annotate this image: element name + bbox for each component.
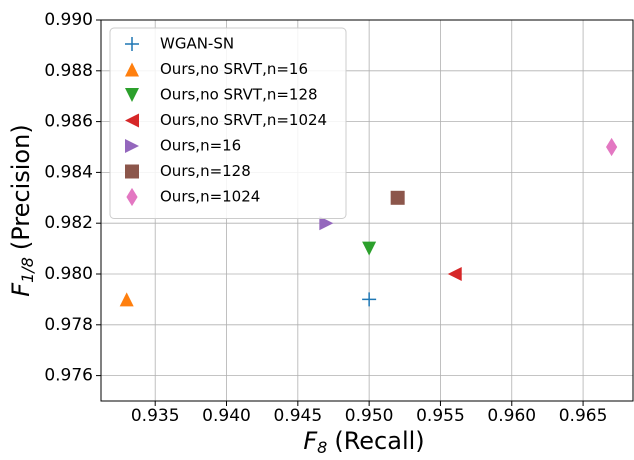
x-axis-label-symbol: F <box>303 427 318 455</box>
x-axis-label-text: (Recall) <box>334 427 424 455</box>
y-axis-label-subscript: 1/8 <box>18 257 37 283</box>
y-tick-label: 0.986 <box>44 112 93 132</box>
point <box>362 241 377 256</box>
x-tick-label: 0.940 <box>202 406 251 426</box>
legend-marker <box>125 37 139 51</box>
y-tick-label: 0.990 <box>44 10 93 30</box>
legend-label: Ours,no SRVT,n=1024 <box>160 111 327 129</box>
legend-label: Ours,n=1024 <box>160 188 260 206</box>
point <box>606 137 618 157</box>
point <box>447 267 462 281</box>
legend-marker <box>126 187 138 207</box>
legend-label: Ours,no SRVT,n=128 <box>160 86 318 104</box>
plot-frame <box>100 19 634 402</box>
y-axis-label: F1/8 (Precision) <box>7 124 37 296</box>
x-tick-label: 0.955 <box>416 406 465 426</box>
point <box>319 216 334 231</box>
x-tick-label: 0.965 <box>559 406 608 426</box>
x-tick-label: 0.960 <box>487 406 536 426</box>
legend-marker <box>125 62 139 77</box>
y-tick-label: 0.980 <box>44 264 93 284</box>
y-tick-label: 0.988 <box>44 61 93 81</box>
legend-marker <box>125 88 139 102</box>
legend-item: WGAN-SN <box>125 35 234 53</box>
legend-item: Ours,n=1024 <box>126 188 260 207</box>
x-axis-label-subscript: 8 <box>317 438 327 457</box>
point <box>390 190 405 205</box>
y-axis-label-text: (Precision) <box>7 124 35 250</box>
y-tick-label: 0.978 <box>44 315 93 335</box>
legend-marker <box>125 113 139 128</box>
x-axis-label: F8 (Recall) <box>303 427 424 456</box>
point <box>119 292 134 307</box>
legend-box <box>109 27 347 219</box>
legend-label: Ours,no SRVT,n=16 <box>160 60 308 78</box>
legend-item: Ours,no SRVT,n=1024 <box>125 111 327 129</box>
legend-item: Ours,n=16 <box>125 137 241 155</box>
y-axis-label-symbol: F <box>7 282 35 297</box>
x-tick-label: 0.945 <box>273 406 322 426</box>
legend-item: Ours,no SRVT,n=16 <box>125 60 308 78</box>
x-tick-label: 0.935 <box>131 406 180 426</box>
legend-label: Ours,n=128 <box>160 162 251 180</box>
y-tick-label: 0.982 <box>44 213 93 233</box>
legend-label: Ours,n=16 <box>160 137 241 155</box>
legend-marker <box>125 164 139 179</box>
legend-marker <box>125 139 139 153</box>
legend-item: Ours,no SRVT,n=128 <box>125 86 318 104</box>
y-tick-label: 0.976 <box>44 366 93 386</box>
legend-item: Ours,n=128 <box>125 162 251 180</box>
y-tick-label: 0.984 <box>44 162 93 182</box>
point <box>362 292 377 307</box>
x-tick-label: 0.950 <box>345 406 394 426</box>
legend-label: WGAN-SN <box>160 35 234 53</box>
